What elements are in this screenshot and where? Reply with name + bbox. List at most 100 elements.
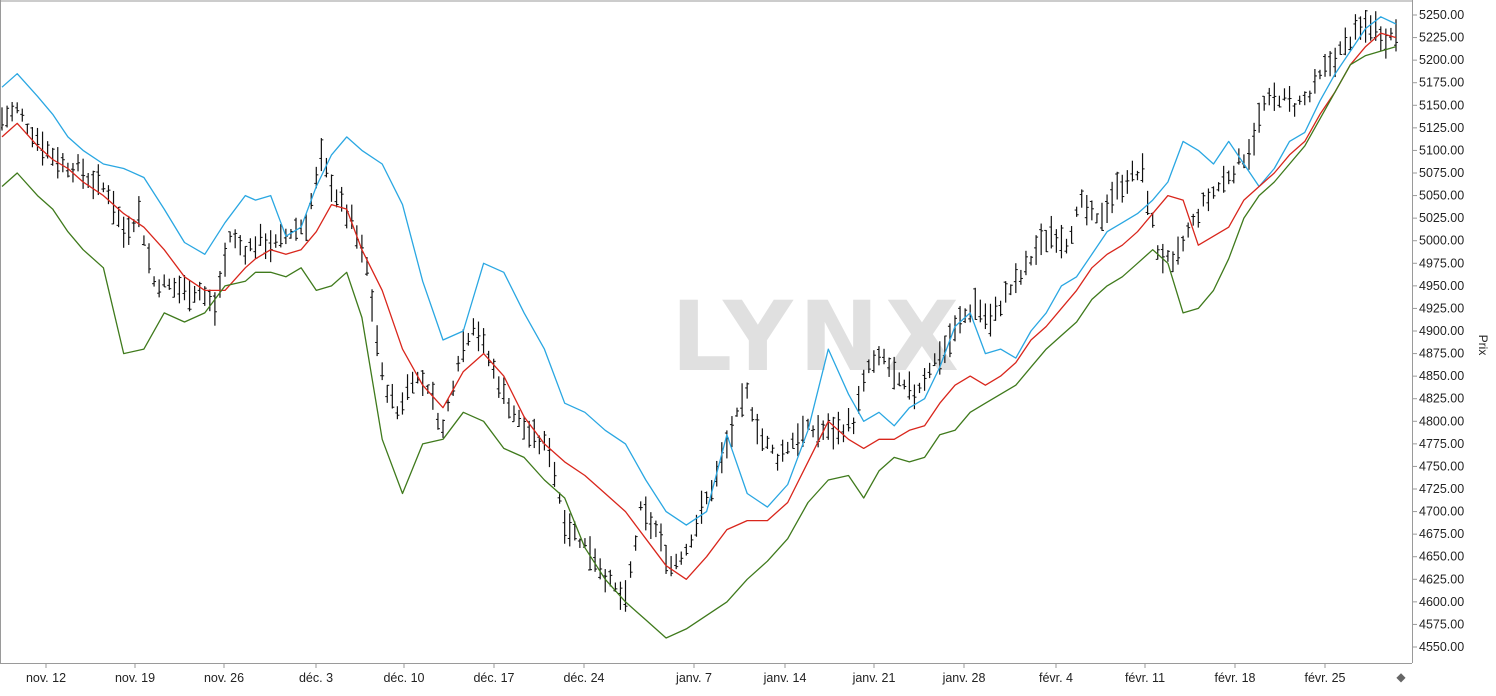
ohlc-bar: [131, 219, 136, 233]
ohlc-bar: [876, 346, 881, 366]
ohlc-bar: [1186, 222, 1191, 238]
ohlc-bar: [10, 101, 15, 122]
watermark-text: LYNX: [671, 281, 965, 393]
ohlc-bar: [400, 392, 405, 415]
ohlc-bar: [1343, 27, 1348, 56]
ohlc-bar: [1206, 188, 1211, 212]
ohlc-bar: [471, 318, 476, 336]
x-tick-label: févr. 18: [1215, 671, 1256, 685]
y-tick-label: 5200.00: [1419, 53, 1464, 67]
y-tick-label: 5025.00: [1419, 211, 1464, 225]
ohlc-bar: [1069, 226, 1074, 244]
y-tick-label: 5075.00: [1419, 166, 1464, 180]
ohlc-bar: [197, 281, 202, 301]
ohlc-bar: [983, 303, 988, 330]
ohlc-bar: [370, 289, 375, 322]
scroll-arrow-icon[interactable]: ◆: [1396, 670, 1406, 684]
ohlc-bar: [927, 362, 932, 379]
ohlc-bar: [993, 296, 998, 321]
ohlc-bar: [1328, 51, 1333, 77]
ohlc-bar: [1145, 190, 1150, 216]
ohlc-bar: [608, 569, 613, 587]
ohlc-bar: [1008, 284, 1013, 296]
y-tick-label: 4750.00: [1419, 459, 1464, 473]
ohlc-bar: [882, 348, 887, 365]
ohlc-bar: [1287, 85, 1292, 112]
ohlc-bar: [998, 300, 1003, 317]
ohlc-bar: [1059, 224, 1064, 259]
ohlc-bar: [1363, 10, 1368, 43]
ohlc-bar: [157, 279, 162, 298]
ohlc-bar: [324, 157, 329, 178]
ohlc-bar: [958, 306, 963, 334]
ohlc-bar: [643, 496, 648, 531]
ohlc-bar: [664, 544, 669, 574]
ohlc-bar: [1140, 153, 1145, 183]
ohlc-bar: [866, 359, 871, 374]
x-tick-label: févr. 25: [1305, 671, 1346, 685]
ohlc-bar: [456, 355, 461, 372]
ohlc-bar: [1257, 102, 1262, 133]
y-tick-label: 5000.00: [1419, 234, 1464, 248]
ohlc-bar: [963, 308, 968, 324]
ohlc-bar: [937, 341, 942, 375]
ohlc-bar: [1110, 181, 1115, 214]
ohlc-bar: [1044, 229, 1049, 253]
x-axis-ticks: nov. 12 nov. 19 nov. 26 déc. 3 déc. 10 déc. 1…: [26, 663, 1346, 685]
ohlc-bar: [496, 376, 501, 398]
ohlc-bar: [136, 196, 141, 228]
ohlc-bar: [491, 358, 496, 379]
ohlc-bar: [1292, 103, 1297, 117]
ohlc-bar: [598, 558, 603, 580]
ohlc-bar: [329, 174, 334, 202]
y-tick-label: 4700.00: [1419, 505, 1464, 519]
ohlc-bar: [760, 428, 765, 451]
ohlc-bar: [405, 374, 410, 400]
ohlc-bar: [273, 234, 278, 248]
y-tick-label: 5175.00: [1419, 76, 1464, 90]
ohlc-bar: [1246, 139, 1251, 170]
ohlc-bar: [527, 420, 532, 448]
ohlc-bar: [740, 383, 745, 418]
ohlc-bar: [846, 408, 851, 432]
ohlc-bar: [278, 224, 283, 248]
ohlc-bar: [1064, 238, 1069, 254]
ohlc-bar: [653, 520, 658, 538]
ohlc-bar: [765, 435, 770, 449]
ohlc-bar: [1013, 263, 1018, 294]
y-tick-label: 5050.00: [1419, 189, 1464, 203]
y-tick-label: 4800.00: [1419, 414, 1464, 428]
ohlc-bar: [1267, 87, 1272, 106]
ohlc-bar: [836, 411, 841, 445]
ohlc-bar: [588, 536, 593, 571]
ohlc-bar: [1368, 15, 1373, 41]
x-tick-label: nov. 19: [115, 671, 155, 685]
ohlc-bar: [1115, 171, 1120, 200]
ohlc-bar: [172, 277, 177, 298]
middle-band-line: [1, 32, 1397, 580]
x-tick-label: nov. 12: [26, 671, 66, 685]
ohlc-bar: [1099, 202, 1104, 231]
ohlc-bar: [780, 439, 785, 462]
ohlc-bar: [1105, 194, 1110, 224]
ohlc-bar: [96, 164, 101, 196]
x-tick-label: déc. 3: [299, 671, 333, 685]
ohlc-bar: [1074, 206, 1079, 217]
ohlc-bar: [851, 417, 856, 435]
ohlc-bar: [1191, 213, 1196, 226]
ohlc-bar: [745, 382, 750, 399]
ohlc-bar: [1216, 182, 1221, 192]
ohlc-bar: [1018, 269, 1023, 285]
x-tick-label: déc. 17: [473, 671, 514, 685]
ohlc-bar: [30, 127, 35, 148]
ohlc-bar: [1221, 165, 1226, 193]
ohlc-bar: [243, 245, 248, 265]
ohlc-bar: [441, 419, 446, 438]
ohlc-bar: [567, 513, 572, 547]
ohlc-bar: [116, 206, 121, 228]
ohlc-bar: [476, 321, 481, 352]
ohlc-bar: [1231, 165, 1236, 184]
y-tick-label: 4600.00: [1419, 595, 1464, 609]
ohlc-bar: [25, 123, 30, 135]
x-tick-label: déc. 10: [383, 671, 424, 685]
